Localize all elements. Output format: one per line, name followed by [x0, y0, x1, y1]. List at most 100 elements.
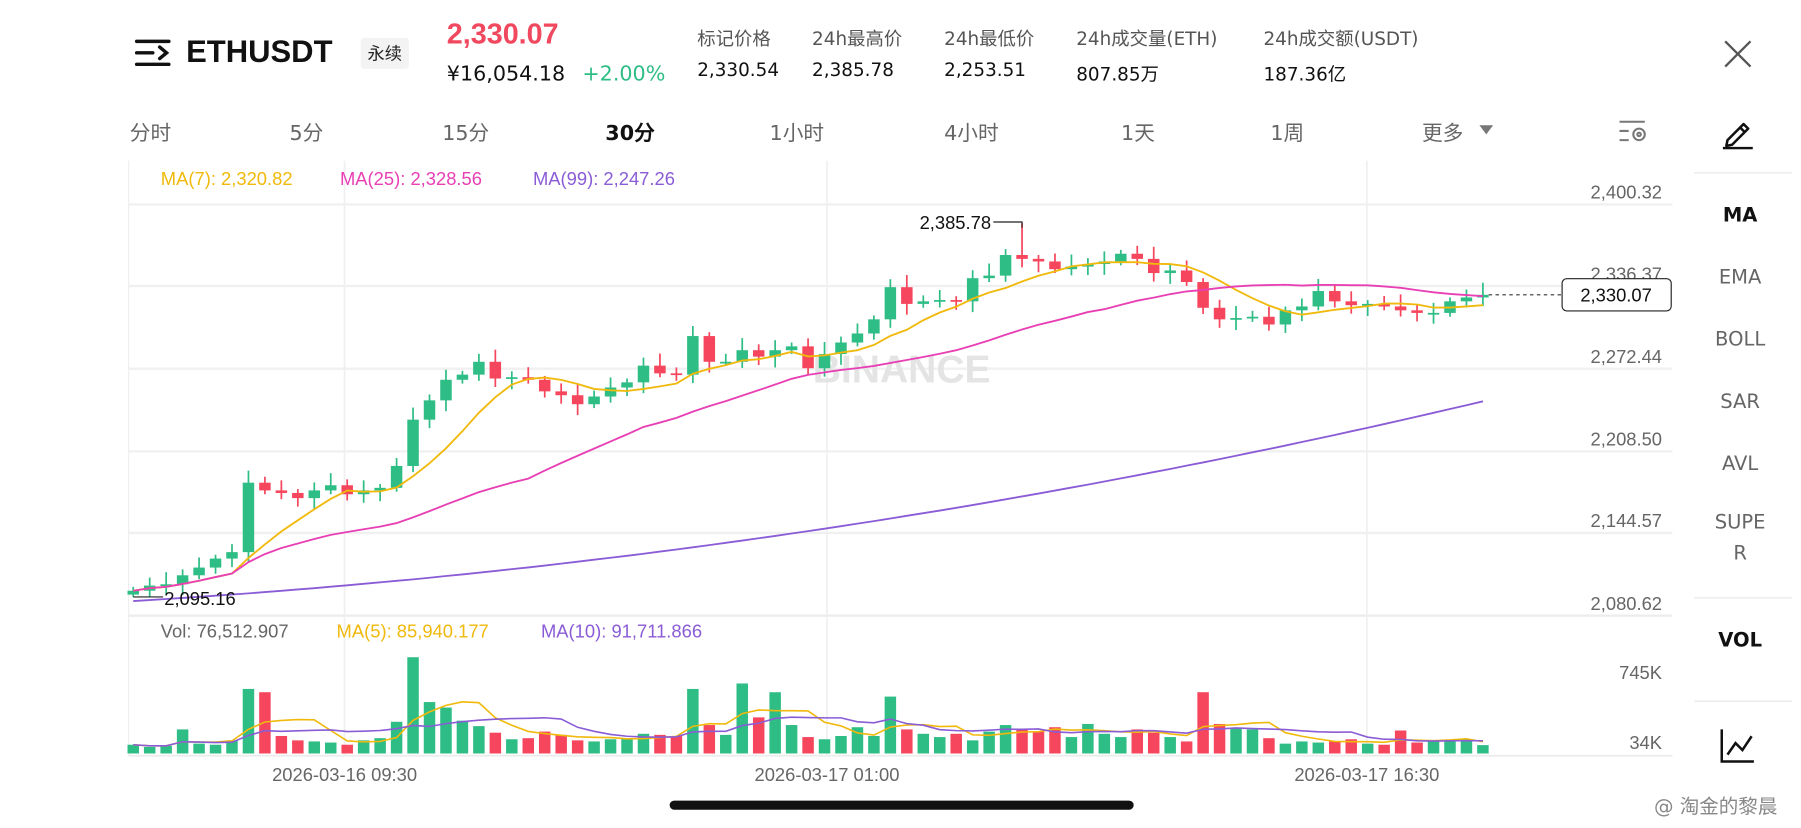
candle-up — [934, 300, 946, 302]
candle-down — [950, 300, 962, 302]
tab-interval[interactable]: 更多 — [1421, 121, 1464, 146]
high-marker-line — [993, 221, 1023, 228]
time-axis-label: 2026-03-17 16:30 — [1294, 764, 1439, 785]
low-marker-label: 2,095.16 — [164, 588, 235, 609]
indicator-super-line2[interactable]: R — [1733, 542, 1747, 566]
volume-bar — [423, 702, 436, 754]
legend-ma7: MA(7): 2,320.82 — [160, 169, 293, 190]
candle-up — [720, 361, 732, 364]
tab-interval[interactable]: 分时 — [129, 121, 172, 146]
candle-up — [374, 487, 386, 491]
stat-label: 24h成交额(USDT) — [1263, 27, 1419, 50]
candle-down — [1263, 316, 1275, 325]
volume-bar — [143, 746, 156, 754]
indicator-vol[interactable]: VOL — [1718, 629, 1763, 653]
candle-up — [473, 361, 485, 375]
tab-interval[interactable]: 1小时 — [769, 121, 825, 146]
volume-bar — [1312, 742, 1325, 754]
volume-bar — [1444, 740, 1456, 754]
indicator-ma[interactable]: MA — [1722, 204, 1758, 228]
current-price-label: 2,330.07 — [1580, 285, 1651, 306]
legend-vol-ma5: MA(5): 85,940.177 — [336, 622, 489, 643]
volume-bar — [1296, 741, 1308, 754]
stat-value: 807.85万 — [1076, 63, 1159, 85]
cny-price: ¥16,054.18 — [446, 62, 566, 87]
draw-tool-pencil-icon[interactable] — [1721, 115, 1755, 150]
volume-bar — [1378, 744, 1390, 754]
volume-bar — [1230, 728, 1242, 754]
close-icon[interactable] — [1723, 39, 1753, 69]
divider — [1694, 700, 1792, 702]
indicator-avl[interactable]: AVL — [1721, 452, 1759, 476]
volume-bar — [341, 744, 353, 754]
legend-vol-ma10: MA(10): 91,711.866 — [540, 622, 703, 643]
candle-down — [1213, 307, 1226, 320]
candle-up — [983, 275, 995, 279]
candle-down — [1147, 258, 1160, 274]
candle-up — [1115, 253, 1127, 262]
candle-up — [242, 482, 255, 553]
stat-label: 24h成交量(ETH) — [1076, 27, 1218, 50]
tab-interval[interactable]: 1天 — [1121, 121, 1155, 146]
volume-bar — [1427, 741, 1440, 754]
candle-up — [127, 590, 139, 595]
volume-bar — [357, 740, 370, 754]
tab-interval[interactable]: 5分 — [289, 121, 324, 146]
more-dropdown-arrow-icon[interactable] — [1479, 125, 1494, 135]
volume-bar — [1147, 732, 1160, 754]
candle-down — [555, 391, 567, 396]
ma25-line — [133, 283, 1484, 592]
candle-down — [275, 490, 288, 493]
price-axis-label: 2,272.44 — [1591, 346, 1662, 367]
volume-bar — [456, 720, 469, 754]
candle-down — [538, 379, 551, 392]
volume-bar — [127, 744, 139, 754]
volume-bar — [209, 744, 222, 754]
tab-interval[interactable]: 1周 — [1270, 121, 1305, 146]
candle-up — [917, 301, 930, 304]
candle-up — [621, 382, 633, 388]
candle-up — [637, 365, 650, 383]
candle-down — [1180, 270, 1193, 283]
indicator-super-line1[interactable]: SUPE — [1714, 511, 1766, 535]
candle-down — [571, 395, 584, 405]
candle-up — [407, 419, 419, 466]
indicator-boll[interactable]: BOLL — [1715, 328, 1766, 352]
volume-bar — [934, 737, 946, 754]
credit-watermark: @ 淘金的黎晨 — [1653, 795, 1778, 819]
price-axis-label: 2,400.32 — [1591, 182, 1662, 203]
volume-bar — [621, 738, 633, 754]
candle-down — [901, 287, 913, 304]
legend-ma25: MA(25): 2,328.56 — [339, 169, 482, 190]
indicator-sar[interactable]: SAR — [1720, 390, 1760, 414]
candle-down — [654, 365, 666, 374]
volume-bar — [1394, 730, 1407, 754]
indicator-chart-icon[interactable] — [1719, 727, 1756, 764]
stat-value: 2,385.78 — [812, 58, 894, 81]
symbol-title[interactable]: ETHUSDT — [186, 34, 333, 69]
volume-axis-label: 34K — [1629, 732, 1662, 753]
stat-value: 2,330.54 — [697, 58, 780, 81]
price-axis-label: 2,144.57 — [1591, 510, 1662, 531]
candle-up — [1230, 318, 1242, 320]
candle-down — [1378, 303, 1390, 307]
volume-bar — [1016, 729, 1028, 754]
candle-down — [1016, 255, 1028, 259]
tab-interval[interactable]: 15分 — [442, 121, 490, 146]
menu-icon[interactable] — [134, 38, 173, 68]
volume-bar — [785, 725, 798, 754]
tab-interval[interactable]: 4小时 — [944, 121, 999, 146]
volume-bar — [966, 740, 979, 754]
candle-down — [670, 373, 683, 376]
volume-bar — [555, 734, 567, 754]
volume-bar — [752, 717, 765, 754]
candle-down — [752, 350, 765, 357]
tab-interval[interactable]: 30分 — [605, 121, 655, 146]
chart-settings-icon[interactable] — [1617, 117, 1649, 145]
indicator-ema[interactable]: EMA — [1718, 266, 1762, 290]
ma7-line — [133, 261, 1484, 592]
candle-up — [851, 333, 864, 343]
volume-bar — [1131, 729, 1144, 754]
volume-bar — [1065, 737, 1078, 754]
